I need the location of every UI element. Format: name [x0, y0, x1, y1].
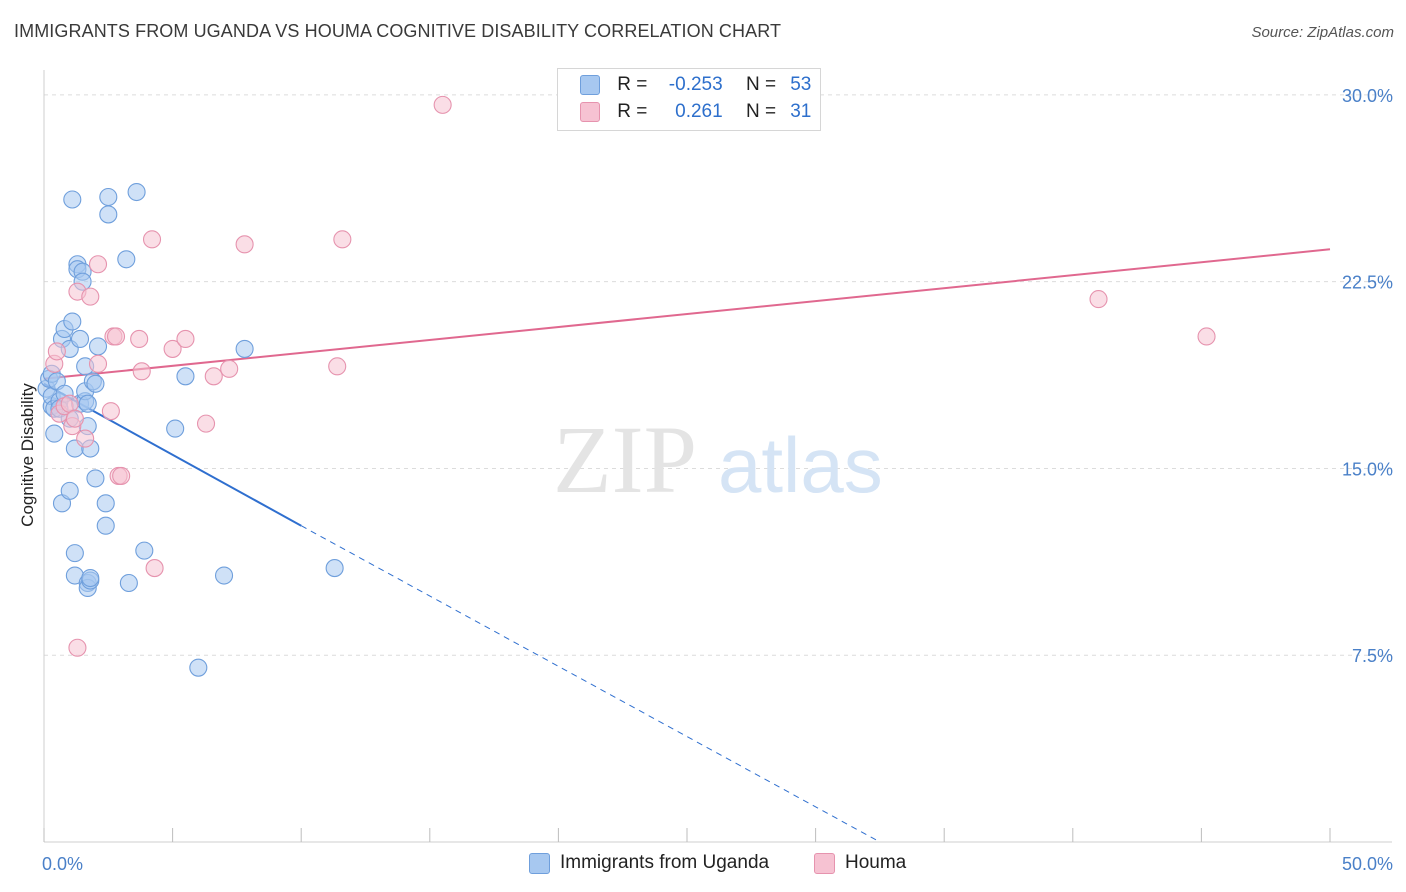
- legend-r-label: R =: [617, 74, 648, 95]
- series-legend: Immigrants from Uganda Houma: [0, 852, 1406, 878]
- legend-r-value: -0.253: [668, 74, 723, 95]
- point-houma: [101, 402, 120, 421]
- legend-row-houma: R = 0.261 N = 31: [580, 101, 811, 125]
- legend-n-value: 53: [790, 74, 812, 95]
- point-houma: [220, 359, 239, 378]
- stats-legend: R = -0.253 N = 53 R = 0.261 N = 31: [557, 68, 821, 131]
- x-tick-label: 50.0%: [1342, 854, 1393, 874]
- point-houma: [176, 329, 195, 349]
- legend-swatch-houma: [814, 852, 835, 874]
- point-uganda: [45, 424, 64, 443]
- point-uganda: [96, 494, 115, 513]
- y-tick-label: 7.5%: [1352, 646, 1393, 666]
- y-tick-label: 15.0%: [1342, 459, 1393, 479]
- point-uganda: [96, 516, 115, 535]
- legend-label-uganda: Immigrants from Uganda: [560, 852, 770, 873]
- legend-item-houma: Houma: [814, 852, 906, 874]
- point-uganda: [65, 544, 84, 563]
- legend-swatch-uganda: [580, 75, 600, 95]
- point-uganda: [63, 190, 82, 209]
- point-uganda: [135, 541, 154, 560]
- point-uganda: [176, 367, 195, 386]
- point-houma: [76, 429, 95, 448]
- trend-line-uganda-extension: [300, 525, 881, 843]
- point-uganda: [99, 187, 118, 207]
- point-uganda: [86, 469, 105, 488]
- chart-title: IMMIGRANTS FROM UGANDA VS HOUMA COGNITIV…: [14, 21, 782, 41]
- point-uganda: [166, 419, 185, 438]
- point-houma: [132, 362, 151, 381]
- legend-swatch-houma: [580, 102, 600, 122]
- point-houma: [163, 339, 182, 358]
- watermark-atlas: atlas: [718, 421, 883, 509]
- point-houma: [130, 329, 149, 349]
- y-tick-label: 30.0%: [1342, 86, 1393, 106]
- trend-lines: [43, 248, 1331, 843]
- point-uganda: [86, 374, 105, 393]
- point-uganda: [214, 566, 234, 585]
- legend-n-label: N =: [745, 74, 777, 95]
- point-houma: [204, 367, 223, 386]
- legend-r-value: 0.261: [675, 101, 723, 122]
- tick-labels: 7.5% 15.0% 22.5% 30.0% 0.0% 50.0%: [42, 86, 1393, 874]
- legend-r-label: R =: [617, 101, 648, 122]
- point-uganda: [81, 568, 100, 588]
- point-uganda: [99, 205, 118, 224]
- point-houma: [333, 230, 352, 249]
- point-houma: [106, 327, 126, 346]
- point-houma: [81, 287, 100, 306]
- watermark-zip: ZIP: [553, 406, 697, 513]
- point-uganda: [78, 394, 97, 413]
- point-uganda: [60, 481, 79, 500]
- point-uganda: [63, 312, 82, 331]
- point-uganda: [88, 337, 108, 356]
- point-houma: [47, 342, 66, 361]
- point-houma: [1197, 327, 1216, 346]
- y-tick-label: 22.5%: [1342, 273, 1393, 293]
- point-uganda: [325, 559, 344, 578]
- point-houma: [433, 95, 452, 114]
- point-uganda: [70, 329, 90, 349]
- point-houma: [145, 559, 164, 578]
- legend-label-houma: Houma: [845, 852, 907, 873]
- point-houma: [112, 466, 131, 485]
- point-uganda: [189, 658, 208, 677]
- point-houma: [235, 235, 254, 254]
- watermark: ZIP atlas: [553, 406, 883, 513]
- point-uganda: [235, 339, 254, 358]
- legend-item-uganda: Immigrants from Uganda: [529, 852, 769, 874]
- point-uganda: [127, 182, 146, 202]
- legend-n-value: 31: [790, 101, 812, 122]
- legend-n-label: N =: [745, 101, 777, 122]
- point-houma: [1089, 290, 1108, 309]
- data-points: [37, 95, 1216, 677]
- point-uganda: [117, 250, 136, 269]
- source-label: Source: ZipAtlas.com: [1251, 24, 1394, 41]
- grid-lines: [44, 94, 1392, 656]
- point-houma: [88, 354, 108, 373]
- point-houma: [68, 638, 87, 657]
- point-houma: [328, 357, 347, 376]
- x-tick-label: 0.0%: [42, 854, 83, 874]
- point-houma: [142, 230, 162, 249]
- axes: [43, 70, 1392, 843]
- point-houma: [196, 414, 216, 433]
- point-houma: [65, 409, 84, 428]
- point-houma: [88, 255, 108, 274]
- legend-swatch-uganda: [529, 852, 550, 874]
- point-uganda: [119, 573, 138, 593]
- trend-line-houma: [43, 248, 1331, 380]
- legend-row-uganda: R = -0.253 N = 53: [580, 74, 811, 98]
